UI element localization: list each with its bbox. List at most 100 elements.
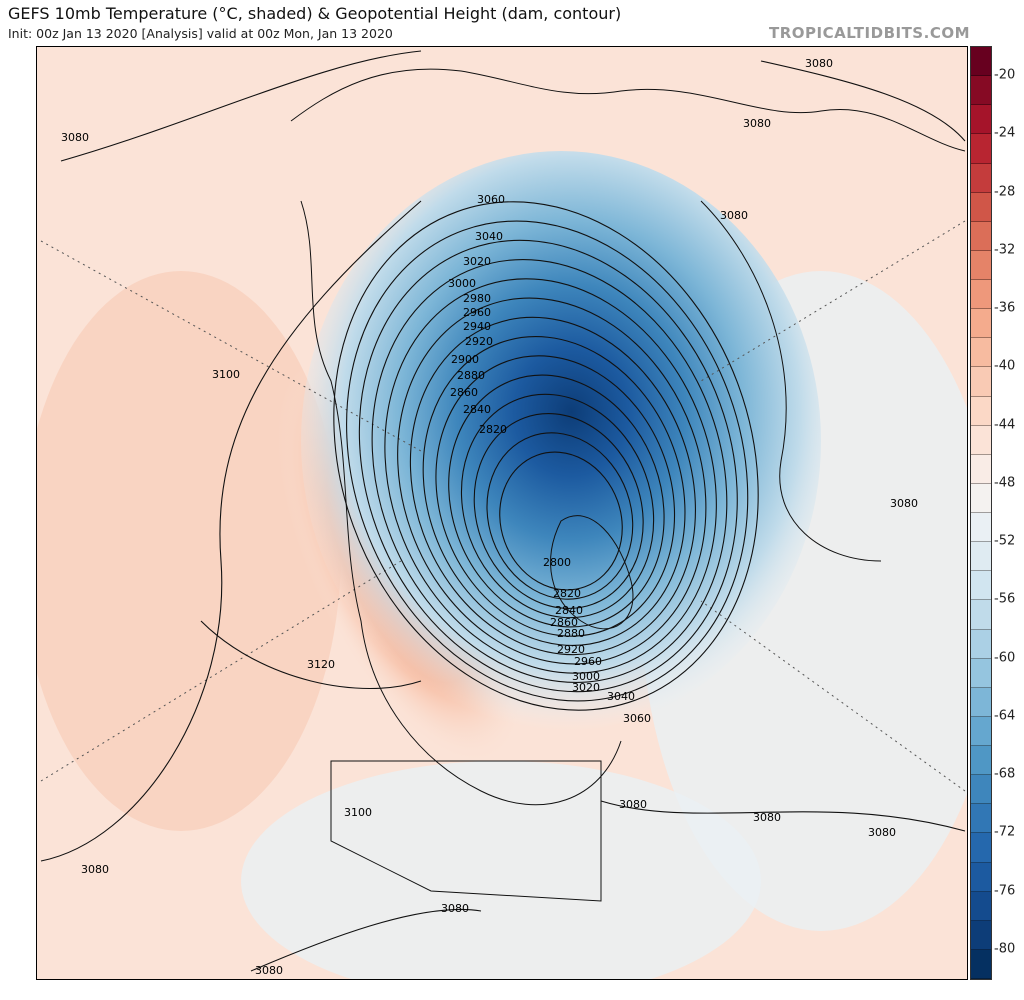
colorbar-segment (971, 250, 991, 280)
contour-label: 2860 (550, 616, 578, 629)
colorbar-segment (971, 483, 991, 513)
colorbar-segment (971, 571, 991, 601)
colorbar-segment (971, 280, 991, 310)
colorbar-segment (971, 47, 991, 77)
graticule-lines (40, 220, 966, 792)
contour-label: 2960 (574, 655, 602, 668)
colorbar-tick-label: -48 (994, 475, 1016, 491)
colorbar-tick-label: -60 (994, 650, 1016, 666)
polar-vortex-cold-core (301, 151, 821, 731)
contour-label: 2900 (451, 353, 479, 366)
contour-line (499, 451, 623, 591)
colorbar-tick-label: -32 (994, 242, 1016, 258)
contour-label: 3000 (448, 277, 476, 290)
colorbar-segment (971, 746, 991, 776)
colorbar-tick-label: -36 (994, 300, 1016, 316)
contour-line (397, 297, 707, 665)
map-canvas: 3060304030203000298029602940292029002880… (37, 47, 967, 979)
colorbar-segment (971, 513, 991, 543)
outer-contours (40, 50, 966, 972)
contour-label: 2800 (543, 556, 571, 569)
contour-label: 3080 (81, 863, 109, 876)
contour-label: 3100 (344, 806, 372, 819)
contour-label: 2840 (555, 604, 583, 617)
contour-label: 2820 (479, 423, 507, 436)
contour-label: 3080 (743, 117, 771, 130)
contour-label: 3080 (805, 57, 833, 70)
colorbar-segment (971, 862, 991, 892)
contour-label: 3080 (619, 798, 647, 811)
colorbar-segment (971, 338, 991, 368)
colorbar-segment (971, 891, 991, 921)
contour-label: 2840 (463, 403, 491, 416)
colorbar-tick-label: -24 (994, 125, 1016, 141)
colorbar-tick-label: -68 (994, 766, 1016, 782)
colorbar-tick-label: -20 (994, 67, 1016, 83)
contour-label: 2820 (553, 587, 581, 600)
colorbar-segment (971, 833, 991, 863)
contour-line (333, 201, 759, 711)
contour-label: 3080 (720, 209, 748, 222)
contour-label: 3080 (753, 811, 781, 824)
colorbar-segment (971, 76, 991, 106)
contour-line (486, 432, 634, 600)
contour-label: 2920 (465, 335, 493, 348)
chart-subtitle: Init: 00z Jan 13 2020 [Analysis] valid a… (8, 26, 393, 41)
contour-label: 3000 (572, 670, 600, 683)
contour-label: 3040 (607, 690, 635, 703)
colorbar-segment (971, 949, 991, 979)
cool-region-south (241, 761, 761, 979)
contour-line (409, 316, 696, 656)
colorbar-tick-label: -52 (994, 533, 1016, 549)
contour-line (473, 413, 644, 609)
colorbar-segment (971, 367, 991, 397)
colorbar-segment (971, 425, 991, 455)
contour-labels: 3060304030203000298029602940292029002880… (61, 57, 918, 977)
colorbar-segment (971, 309, 991, 339)
contour-label: 2920 (557, 643, 585, 656)
height-contours (333, 201, 759, 711)
contour-label: 2980 (463, 292, 491, 305)
contour-label: 3080 (890, 497, 918, 510)
colorbar-segment (971, 920, 991, 950)
colorbar-segment (971, 396, 991, 426)
colorbar-tick-label: -44 (994, 417, 1016, 433)
colorbar-segment (971, 629, 991, 659)
contour-label: 3080 (868, 826, 896, 839)
contour-label: 3080 (441, 902, 469, 915)
colorbar-tick-label: -80 (994, 941, 1016, 957)
contour-line (346, 220, 749, 702)
contour-line (460, 393, 655, 619)
warm-region-pacific (37, 271, 341, 831)
coastlines (290, 68, 966, 902)
colorbar-segment (971, 716, 991, 746)
contour-label: 3060 (477, 193, 505, 206)
contour-label: 2960 (463, 306, 491, 319)
contour-line (448, 374, 665, 628)
colorbar-tick-label: -72 (994, 824, 1016, 840)
colorbar (970, 46, 992, 980)
colorbar-segment (971, 775, 991, 805)
polar-temperature-map: 3060 3040 3020 3000 2980 2960 2940 2920 2900 2880… (36, 46, 968, 980)
contour-label: 2940 (463, 320, 491, 333)
colorbar-segment (971, 600, 991, 630)
colorbar-segment (971, 221, 991, 251)
chart-title: GEFS 10mb Temperature (°C, shaded) & Geo… (8, 4, 622, 23)
colorbar-tick-label: -56 (994, 591, 1016, 607)
colorbar-segment (971, 542, 991, 572)
contour-label: 3020 (463, 255, 491, 268)
colorbar-tick-label: -64 (994, 708, 1016, 724)
colorbar-tick-label: -28 (994, 184, 1016, 200)
colorbar-segment (971, 687, 991, 717)
colorbar-segment (971, 804, 991, 834)
colorbar-tick-label: -76 (994, 883, 1016, 899)
contour-label: 2880 (457, 369, 485, 382)
colorbar-segment (971, 163, 991, 193)
contour-label: 2880 (557, 627, 585, 640)
contour-label: 3080 (255, 964, 283, 977)
contour-line (422, 336, 686, 646)
colorbar-segment (971, 105, 991, 135)
brand-watermark: TROPICALTIDBITS.COM (769, 24, 970, 42)
contour-label: 2860 (450, 386, 478, 399)
contour-label: 3120 (307, 658, 335, 671)
